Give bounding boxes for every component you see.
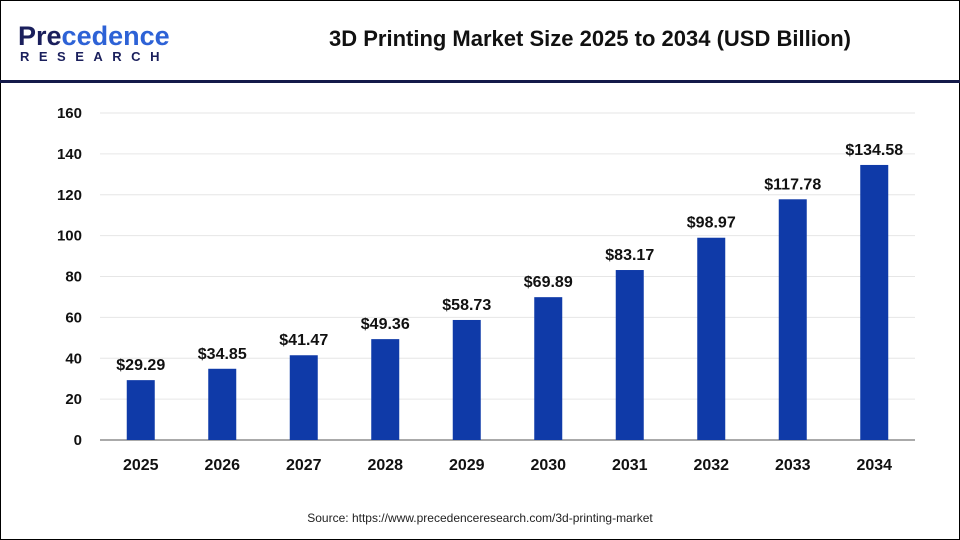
data-label: $69.89: [524, 274, 573, 291]
bar-2029: [452, 319, 481, 440]
bar-2026: [208, 368, 237, 440]
x-tick-label: 2031: [612, 457, 648, 474]
bar-2032: [697, 237, 726, 440]
data-label: $49.36: [361, 316, 410, 333]
data-label: $29.29: [116, 357, 165, 374]
y-tick-label: 20: [65, 391, 82, 408]
x-tick-label: 2026: [204, 457, 240, 474]
y-tick-label: 120: [57, 187, 82, 204]
data-label: $98.97: [687, 215, 736, 232]
y-tick-label: 0: [74, 432, 82, 449]
bar-2031: [615, 270, 644, 440]
data-label: $117.78: [764, 176, 821, 193]
data-label: $58.73: [442, 297, 491, 314]
y-tick-label: 60: [65, 309, 82, 326]
data-label: $41.47: [279, 332, 328, 349]
x-tick-label: 2029: [449, 457, 485, 474]
x-tick-label: 2034: [856, 457, 892, 474]
x-tick-label: 2030: [530, 457, 566, 474]
bar-2034: [860, 164, 889, 440]
x-tick-label: 2025: [123, 457, 159, 474]
bar-2027: [289, 355, 318, 440]
data-label: $134.58: [845, 142, 903, 159]
source-text: Source: https://www.precedenceresearch.c…: [307, 511, 653, 525]
bar-2033: [778, 199, 807, 440]
header: Precedence RESEARCH 3D Printing Market S…: [0, 0, 960, 83]
x-tick-label: 2032: [693, 457, 729, 474]
y-tick-label: 100: [57, 228, 82, 245]
bar-2030: [534, 297, 563, 440]
bar-2025: [126, 380, 155, 440]
y-tick-label: 40: [65, 350, 82, 367]
y-tick-label: 160: [57, 105, 82, 122]
y-tick-label: 80: [65, 269, 82, 286]
x-tick-label: 2033: [775, 457, 811, 474]
x-tick-label: 2027: [286, 457, 322, 474]
data-label: $34.85: [198, 346, 247, 363]
precedence-research-logo: Precedence RESEARCH: [18, 21, 170, 64]
chart-title: 3D Printing Market Size 2025 to 2034 (US…: [328, 26, 852, 51]
data-label: $83.17: [605, 247, 654, 264]
x-tick-label: 2028: [367, 457, 403, 474]
y-tick-label: 140: [57, 146, 82, 163]
bar-2028: [371, 339, 400, 440]
